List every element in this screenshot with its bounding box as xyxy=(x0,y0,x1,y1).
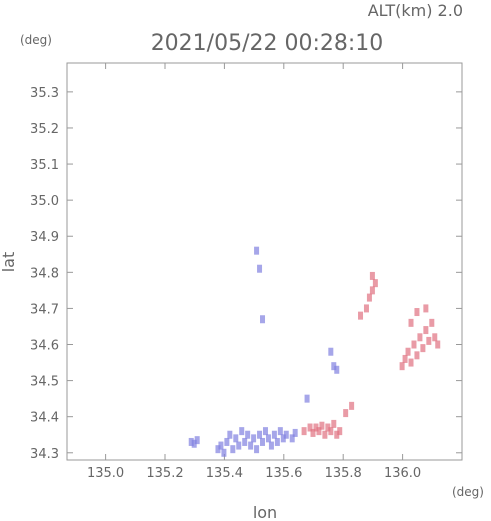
data-point xyxy=(304,394,310,403)
data-point xyxy=(337,427,343,436)
data-point xyxy=(429,318,435,327)
y-tick-label: 34.8 xyxy=(30,266,59,281)
data-point xyxy=(245,430,251,439)
data-point xyxy=(358,311,364,320)
data-point xyxy=(322,430,328,439)
data-point xyxy=(251,434,257,443)
y-unit-label: (deg) xyxy=(20,33,52,47)
data-point xyxy=(414,351,420,360)
data-point xyxy=(254,246,260,255)
x-tick-label: 135.6 xyxy=(265,466,302,481)
data-point xyxy=(405,347,411,356)
data-point xyxy=(426,336,432,345)
data-point xyxy=(328,427,334,436)
data-point xyxy=(265,434,271,443)
y-tick-label: 34.9 xyxy=(30,230,59,245)
data-point xyxy=(369,271,375,280)
data-point xyxy=(349,401,355,410)
x-tick-label: 135.0 xyxy=(87,466,124,481)
data-point xyxy=(277,427,283,436)
data-point xyxy=(191,439,197,448)
data-point xyxy=(236,441,242,450)
data-point xyxy=(242,437,248,446)
y-tick-label: 35.1 xyxy=(30,158,59,173)
data-point xyxy=(420,344,426,353)
y-tick-label: 34.3 xyxy=(30,447,59,462)
data-point xyxy=(257,264,263,273)
data-point xyxy=(292,428,298,437)
data-point xyxy=(402,354,408,363)
data-point xyxy=(248,441,254,450)
data-point xyxy=(230,445,236,454)
data-point xyxy=(423,304,429,313)
data-point xyxy=(262,427,268,436)
data-point xyxy=(283,430,289,439)
data-point xyxy=(218,441,224,450)
data-point xyxy=(257,430,263,439)
data-point xyxy=(334,430,340,439)
x-unit-label: (deg) xyxy=(452,485,484,499)
data-point xyxy=(239,427,245,436)
data-point xyxy=(343,409,349,418)
data-point xyxy=(423,326,429,335)
y-tick-label: 35.2 xyxy=(30,122,59,137)
data-point xyxy=(221,448,227,457)
x-tick-label: 136.0 xyxy=(384,466,421,481)
data-point xyxy=(334,365,340,374)
plot-frame xyxy=(66,62,463,461)
y-tick-label: 34.5 xyxy=(30,375,59,390)
data-point xyxy=(260,315,266,324)
x-tick-label: 135.4 xyxy=(206,466,243,481)
data-point xyxy=(331,419,337,428)
altitude-label: ALT(km) 2.0 xyxy=(368,1,463,20)
data-point xyxy=(432,333,438,342)
y-tick-label: 34.6 xyxy=(30,339,59,354)
data-point xyxy=(319,421,325,430)
data-point xyxy=(310,428,316,437)
data-point xyxy=(363,304,369,313)
data-point xyxy=(188,437,194,446)
data-point xyxy=(194,436,200,445)
data-point xyxy=(227,430,233,439)
data-point xyxy=(328,347,334,356)
data-point xyxy=(268,441,274,450)
data-point xyxy=(369,286,375,295)
x-tick-label: 135.2 xyxy=(146,466,183,481)
data-point xyxy=(366,293,372,302)
data-point xyxy=(435,340,441,349)
data-point xyxy=(399,362,405,371)
y-tick-label: 34.7 xyxy=(30,302,59,317)
datetime-title: 2021/05/22 00:28:10 xyxy=(151,31,384,56)
data-point xyxy=(254,445,260,454)
y-tick-label: 34.4 xyxy=(30,411,59,426)
y-axis-label: lat xyxy=(0,252,18,273)
x-axis-label: lon xyxy=(253,503,277,521)
data-point xyxy=(408,318,414,327)
data-point xyxy=(274,437,280,446)
y-tick-label: 35.0 xyxy=(30,194,59,209)
data-point xyxy=(316,427,322,436)
data-point xyxy=(260,437,266,446)
data-point xyxy=(289,434,295,443)
data-point xyxy=(372,279,378,288)
y-tick-label: 35.3 xyxy=(30,86,59,101)
data-point xyxy=(331,362,337,371)
data-point xyxy=(408,358,414,367)
data-point xyxy=(417,333,423,342)
x-tick-label: 135.8 xyxy=(325,466,362,481)
data-point xyxy=(271,430,277,439)
data-point xyxy=(215,445,221,454)
data-point xyxy=(224,437,230,446)
data-point xyxy=(325,423,331,432)
data-point xyxy=(313,423,319,432)
data-point xyxy=(280,434,286,443)
data-point xyxy=(414,308,420,317)
data-point xyxy=(233,434,239,443)
data-point xyxy=(307,423,313,432)
data-point xyxy=(411,340,417,349)
data-point xyxy=(301,427,307,436)
